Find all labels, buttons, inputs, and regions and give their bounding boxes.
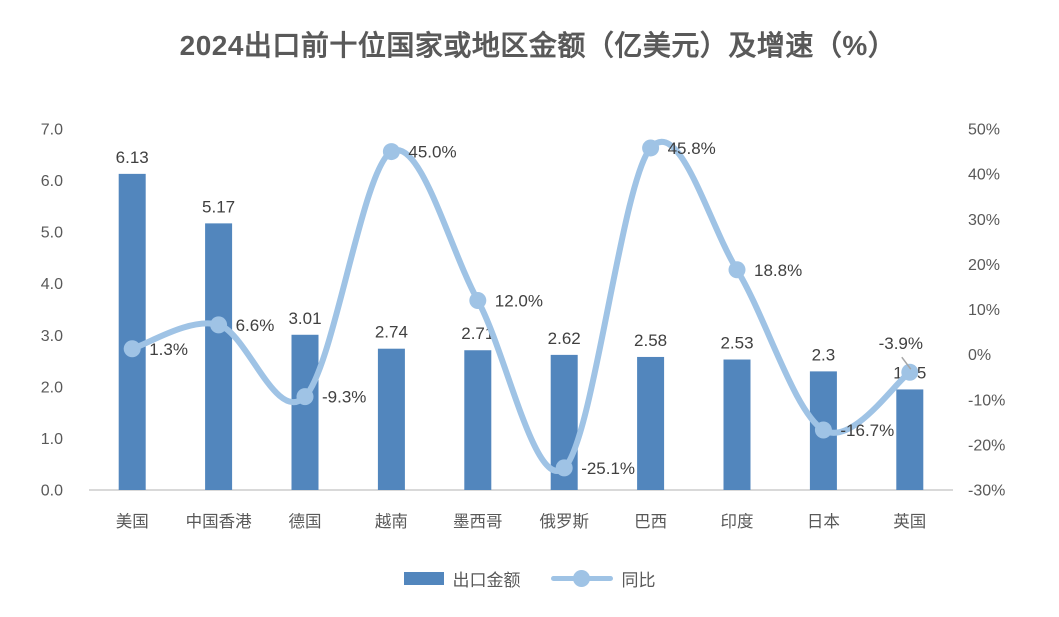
line-marker-1 (210, 316, 228, 334)
line-label-5: -25.1% (581, 459, 635, 478)
x-axis-label-9: 英国 (893, 512, 926, 531)
line-label-7: 18.8% (754, 261, 802, 280)
right-axis-tick-1: 40% (968, 167, 1000, 184)
line-label-6: 45.8% (668, 139, 716, 158)
left-axis-tick-7: 0.0 (41, 483, 63, 500)
chart-title: 2024出口前十位国家或地区金额（亿美元）及增速（%） (179, 30, 897, 61)
right-axis-tick-8: -30% (968, 483, 1005, 500)
x-axis-label-3: 越南 (375, 512, 408, 531)
bar-6 (637, 356, 665, 490)
bar-label-6: 2.58 (634, 331, 667, 350)
growth-line (129, 138, 913, 474)
x-axis-label-4: 墨西哥 (453, 513, 503, 531)
x-axis-label-2: 德国 (289, 512, 322, 531)
left-axis-tick-0: 7.0 (41, 122, 63, 139)
bar-4 (464, 350, 492, 490)
bar-label-8: 2.3 (812, 345, 836, 364)
x-axis-label-0: 美国 (116, 512, 149, 531)
right-axis-tick-6: -10% (968, 392, 1005, 409)
x-axis-label-7: 印度 (721, 512, 754, 531)
right-axis-tick-5: 0% (968, 347, 991, 364)
legend-item-export-amount: 出口金额 (403, 566, 521, 591)
line-marker-3 (382, 143, 400, 161)
line-series-swatch-icon (550, 570, 613, 587)
line-marker-5 (555, 459, 573, 477)
line-label-1: 6.6% (236, 316, 275, 335)
bar-1 (205, 223, 233, 490)
left-axis-tick-1: 6.0 (41, 173, 63, 190)
x-axis-label-5: 俄罗斯 (539, 512, 589, 531)
x-axis-label-8: 日本 (807, 512, 840, 531)
line-marker-0 (123, 340, 141, 358)
line-label-4: 12.0% (495, 291, 543, 310)
right-axis-tick-2: 30% (968, 212, 1000, 229)
bar-series-swatch-icon (403, 572, 444, 585)
line-marker-6 (642, 139, 660, 157)
chart-legend: 出口金额 同比 (0, 566, 1059, 591)
legend-label-export-amount: 出口金额 (452, 571, 521, 590)
bar-label-2: 3.01 (288, 309, 321, 328)
bar-9 (896, 389, 924, 490)
line-label-0: 1.3% (149, 340, 188, 359)
left-axis-tick-5: 2.0 (41, 379, 63, 396)
left-axis-tick-6: 1.0 (41, 431, 63, 448)
bar-label-3: 2.74 (375, 323, 408, 342)
legend-label-yoy: 同比 (621, 571, 656, 590)
bar-label-1: 5.17 (202, 197, 235, 216)
x-axis-label-6: 巴西 (634, 513, 667, 531)
line-marker-4 (469, 291, 487, 309)
left-axis-tick-4: 3.0 (41, 328, 63, 345)
bar-3 (377, 348, 405, 490)
line-label-8: -16.7% (840, 421, 894, 440)
bar-label-7: 2.53 (720, 334, 753, 353)
right-axis-tick-4: 10% (968, 302, 1000, 319)
right-axis-tick-3: 20% (968, 257, 1000, 274)
line-marker-8 (814, 421, 832, 439)
bar-label-4: 2.71 (461, 324, 494, 343)
x-axis-label-1: 中国香港 (186, 512, 253, 531)
right-axis-tick-7: -20% (968, 437, 1005, 454)
line-marker-7 (728, 261, 746, 279)
leader-line (901, 356, 912, 370)
bar-2 (291, 334, 319, 490)
line-marker-2 (296, 388, 314, 406)
line-label-2: -9.3% (322, 388, 366, 407)
bar-7 (723, 359, 751, 490)
bar-label-0: 6.13 (116, 148, 149, 167)
bar-label-5: 2.62 (548, 329, 581, 348)
line-swatch-marker-icon (572, 570, 590, 587)
right-axis-tick-0: 50% (968, 122, 1000, 139)
line-marker-9 (901, 363, 919, 381)
legend-item-yoy: 同比 (550, 566, 656, 591)
bar-0 (118, 173, 146, 491)
line-label-9: -3.9% (879, 334, 923, 353)
line-label-3: 45.0% (408, 143, 456, 162)
left-axis-tick-3: 4.0 (41, 276, 63, 293)
left-axis-tick-2: 5.0 (41, 225, 63, 242)
